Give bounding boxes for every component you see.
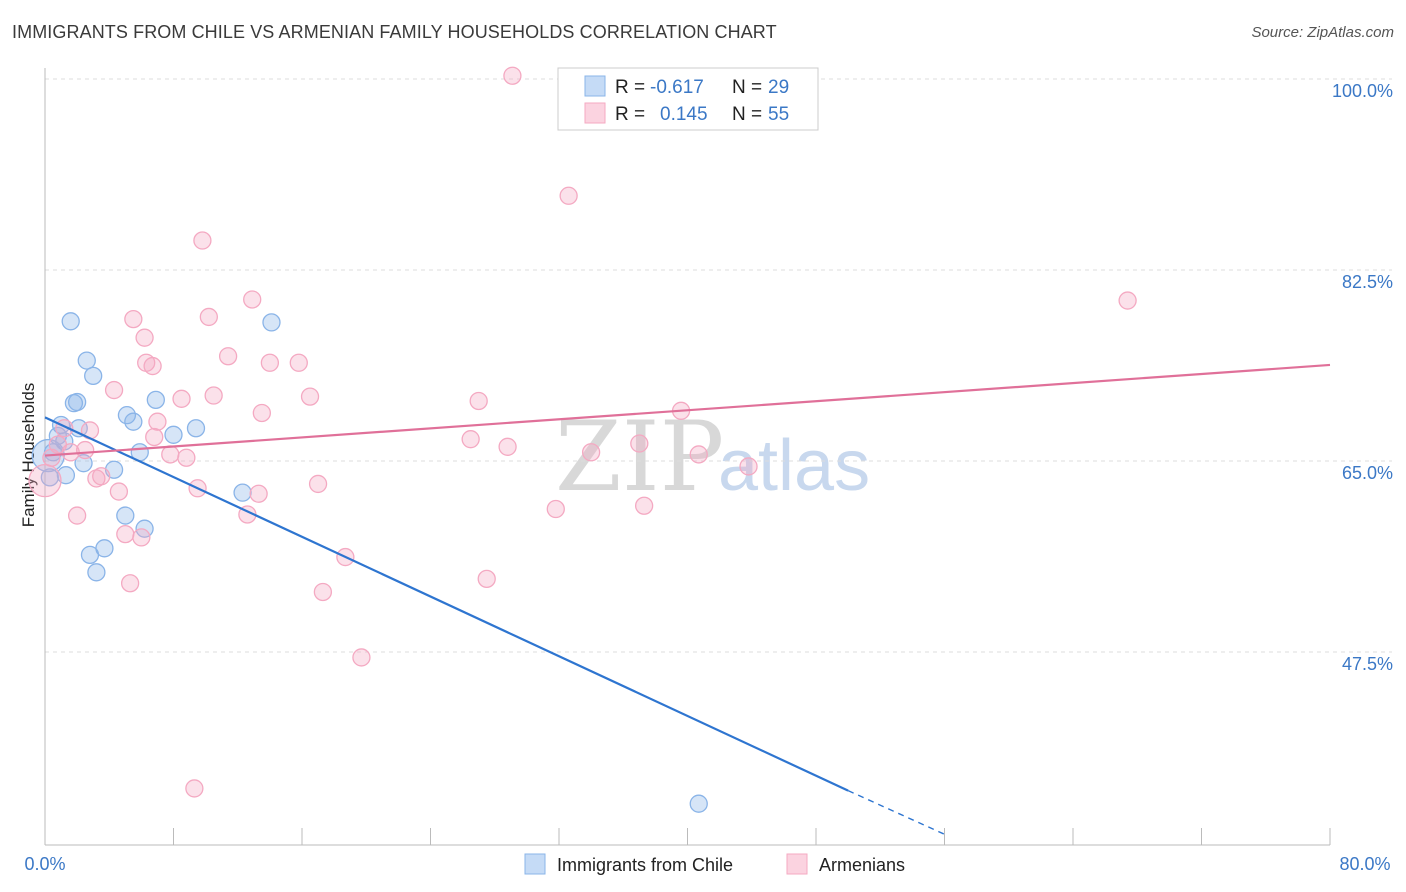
chile-point-8 — [67, 392, 87, 412]
armenians-point-52 — [739, 457, 758, 476]
armenians-point-18 — [145, 427, 164, 447]
armenians-point-28 — [218, 347, 238, 366]
armenians-point-26 — [199, 307, 218, 327]
y-tick-label-2: 82.5% — [1342, 272, 1393, 292]
armenians-point-43 — [498, 437, 517, 456]
chile-point-22 — [146, 390, 165, 410]
armenians-point-46 — [559, 186, 578, 205]
armenians-point-36 — [308, 474, 328, 494]
bottom-legend-swatch-chile — [524, 853, 546, 875]
chile-point-15 — [95, 539, 114, 558]
armenians-trend-line — [44, 363, 1331, 457]
watermark-zip: ZIP — [555, 401, 724, 513]
series-chile-points — [31, 312, 708, 813]
legend-r-label-armenians: R = — [615, 104, 645, 125]
chile-point-14 — [87, 563, 106, 582]
trend-lines — [44, 363, 1331, 835]
armenians-point-11 — [116, 524, 135, 544]
chile-point-19 — [124, 412, 143, 431]
y-tick-label-1: 65.0% — [1342, 463, 1393, 483]
legend-swatch-armenians — [584, 102, 606, 124]
chile-point-17 — [116, 506, 135, 525]
armenians-point-40 — [461, 430, 480, 449]
armenians-point-49 — [634, 496, 654, 515]
chile-point-10 — [74, 454, 93, 473]
chile-point-23 — [164, 425, 183, 444]
chile-point-18 — [117, 406, 137, 425]
armenians-point-13 — [124, 309, 143, 329]
armenians-point-19 — [148, 412, 167, 431]
chart-title: IMMIGRANTS FROM CHILE VS ARMENIAN FAMILY… — [12, 22, 777, 42]
armenians-point-53 — [1118, 291, 1137, 310]
legend-r-value-armenians: 0.145 — [660, 104, 708, 125]
armenians-point-34 — [289, 353, 308, 372]
armenians-point-37 — [313, 582, 333, 602]
y-tick-labels: 47.5% 65.0% 82.5% 100.0% — [1332, 81, 1393, 674]
chile-point-13 — [84, 366, 103, 386]
armenians-point-4 — [67, 506, 87, 525]
chile-point-6 — [61, 312, 80, 331]
armenians-point-17 — [143, 356, 162, 376]
armenians-point-30 — [243, 290, 262, 309]
chile-point-11 — [77, 351, 96, 370]
x-tick-label-max: 80.0% — [1339, 854, 1390, 874]
chile-point-27 — [689, 794, 708, 813]
armenians-point-23 — [185, 779, 204, 798]
legend-n-label-armenians: N = — [732, 104, 762, 125]
armenians-point-22 — [177, 448, 196, 467]
chile-trend-extension — [847, 789, 945, 835]
armenians-point-20 — [161, 445, 180, 464]
legend-n-label-chile: N = — [732, 77, 762, 98]
armenians-point-47 — [581, 443, 601, 462]
chile-point-26 — [262, 313, 281, 332]
armenians-point-35 — [300, 387, 320, 406]
armenians-point-33 — [260, 353, 280, 372]
armenians-point-48 — [630, 434, 649, 453]
legend-swatch-chile — [584, 75, 606, 97]
armenians-point-5 — [76, 440, 95, 460]
x-ticks — [44, 828, 1331, 845]
bottom-legend-label-armenians: Armenians — [819, 855, 905, 875]
bottom-legend-swatch-armenians — [786, 853, 808, 875]
armenians-point-41 — [469, 391, 488, 411]
armenians-point-14 — [132, 528, 151, 547]
series-armenians-points — [28, 66, 1137, 798]
bottom-legend-label-chile: Immigrants from Chile — [557, 855, 733, 875]
armenians-point-21 — [172, 389, 191, 408]
armenians-point-45 — [546, 499, 565, 519]
armenians-point-51 — [689, 445, 708, 464]
bottom-legend: Immigrants from Chile Armenians — [524, 853, 905, 875]
armenians-point-39 — [352, 648, 371, 667]
legend-n-value-chile: 29 — [768, 77, 789, 98]
chile-point-25 — [233, 483, 252, 502]
armenians-point-8 — [92, 467, 111, 486]
x-tick-label-min: 0.0% — [24, 854, 65, 874]
top-legend: R = -0.617 N = 29 R = 0.145 N = 55 — [557, 67, 819, 131]
legend-r-value-chile: -0.617 — [650, 77, 704, 98]
armenians-point-15 — [135, 328, 154, 347]
gridlines — [45, 78, 1392, 653]
legend-r-label-chile: R = — [615, 77, 645, 98]
armenians-point-32 — [252, 403, 271, 423]
source-label: Source: ZipAtlas.com — [1251, 24, 1394, 41]
armenians-point-12 — [120, 574, 140, 593]
armenians-point-42 — [477, 569, 496, 589]
chile-trend-line — [44, 416, 849, 792]
chile-point-5 — [56, 466, 76, 485]
legend-n-value-armenians: 55 — [768, 104, 789, 125]
chile-point-24 — [186, 419, 206, 438]
y-tick-label-3: 100.0% — [1332, 81, 1393, 101]
armenians-point-10 — [109, 482, 129, 501]
armenians-point-31 — [249, 484, 268, 503]
armenians-point-44 — [503, 66, 522, 85]
armenians-point-27 — [204, 386, 223, 405]
armenians-point-54 — [28, 463, 62, 498]
watermark-atlas: atlas — [718, 426, 870, 506]
y-tick-label-0: 47.5% — [1342, 654, 1393, 674]
armenians-point-25 — [193, 231, 212, 250]
armenians-point-9 — [104, 380, 124, 400]
